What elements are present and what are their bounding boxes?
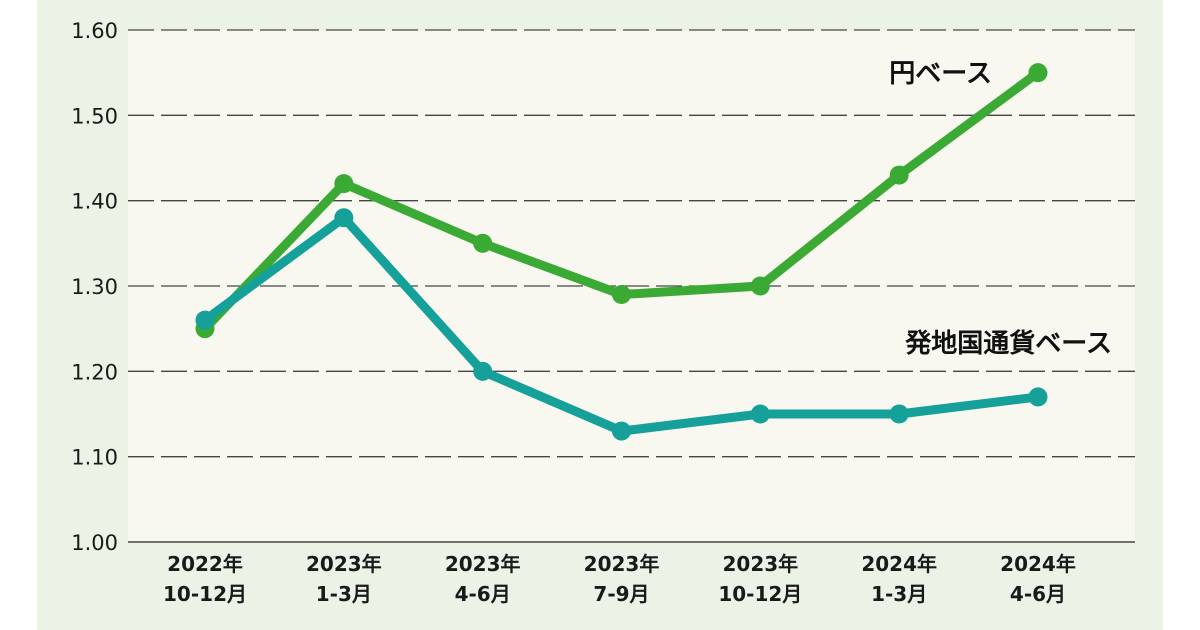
x-tick-label-months: 4-6月 [1010,582,1066,606]
y-tick-label: 1.50 [71,104,118,128]
data-point [889,404,909,424]
data-point [889,165,909,185]
y-tick-label: 1.60 [71,19,118,43]
data-point [612,421,631,441]
x-tick-label-year: 2022年 [167,552,243,576]
y-tick-label: 1.10 [71,446,118,470]
y-tick-label: 1.30 [71,275,118,299]
y-tick-label: 1.40 [71,190,118,214]
y-tick-label: 1.00 [71,531,118,555]
x-tick-label-year: 2023年 [584,552,660,576]
data-point [750,404,770,424]
x-tick-label-months: 10-12月 [718,582,802,606]
data-point [750,276,770,296]
series-label-0: 円ベース [889,59,992,89]
data-point [1028,63,1048,83]
x-tick-label-year: 2024年 [861,552,937,576]
x-tick-label-year: 2023年 [445,552,521,576]
x-tick-label-months: 10-12月 [163,582,247,606]
data-point [473,233,493,253]
data-point [195,310,215,330]
data-point [612,285,631,305]
x-tick-label-months: 1-3月 [316,582,372,606]
gridlines [128,29,1135,543]
x-tick-label-months: 1-3月 [871,582,927,606]
data-point [334,174,354,194]
y-axis-ticks: 1.00 1.10 1.20 1.30 1.40 1.50 1.60 [71,19,118,555]
x-tick-label-months: 4-6月 [455,582,511,606]
x-tick-label-year: 2023年 [306,552,382,576]
data-point [473,361,493,381]
data-point [334,208,354,228]
data-point [1028,387,1048,407]
x-tick-label-year: 2024年 [1000,552,1076,576]
x-axis-ticks: 2022年 10-12月 2023年 1-3月 2023年 4-6月 2023年 7-9月 20… [163,552,1076,606]
x-tick-label-months: 7-9月 [593,582,649,606]
x-tick-label-year: 2023年 [722,552,798,576]
series-label-1: 発地国通貨ベース [904,328,1112,359]
y-tick-label: 1.20 [71,360,118,384]
series-lines [195,63,1048,441]
